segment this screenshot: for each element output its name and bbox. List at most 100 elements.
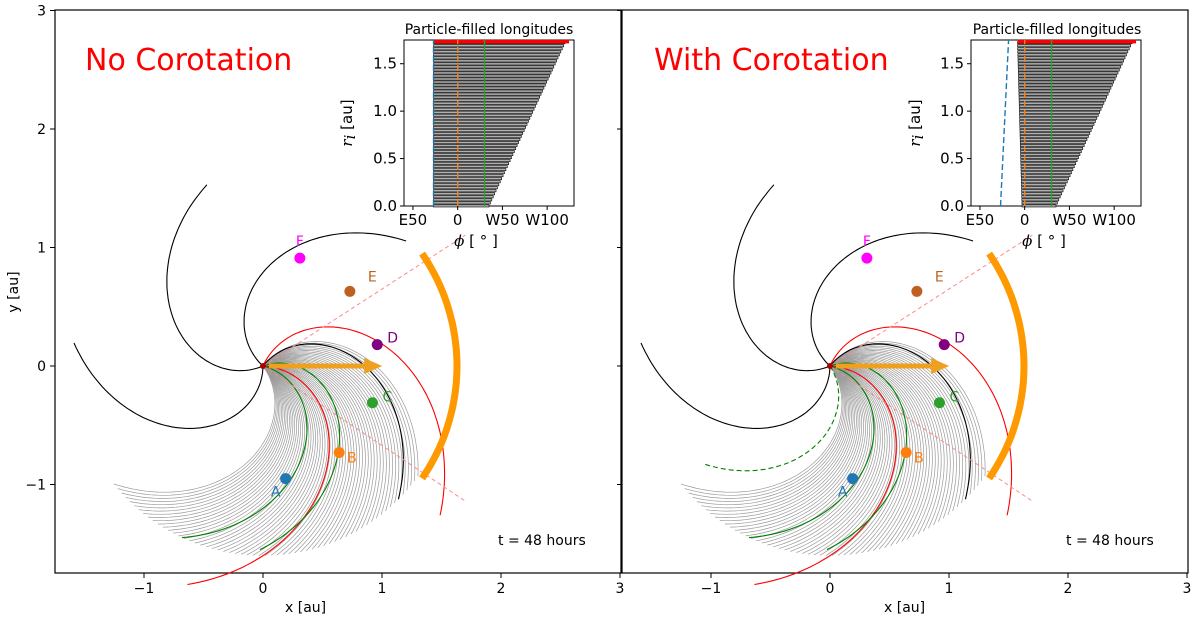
inset-longitude-row bbox=[1017, 50, 1129, 54]
green-dashed-field-line bbox=[702, 365, 840, 472]
grey-field-line bbox=[262, 351, 397, 508]
cone-edge-line bbox=[829, 234, 1033, 367]
inset-longitude-row bbox=[433, 86, 545, 90]
observer-point-d bbox=[938, 339, 950, 351]
black-field-line bbox=[166, 184, 264, 372]
grey-field-line bbox=[734, 365, 861, 531]
inset-y-tick-label: 0.5 bbox=[940, 150, 964, 168]
inset-longitude-marker bbox=[999, 39, 1010, 207]
inset-x-tick-label: W100 bbox=[1092, 211, 1135, 229]
inset-longitude-row bbox=[1019, 125, 1093, 129]
inset-longitude-row bbox=[433, 56, 559, 60]
cone-edge-line bbox=[262, 234, 466, 367]
grey-field-line bbox=[829, 353, 957, 515]
cone-edge-line bbox=[829, 365, 1033, 502]
inset-longitude-row bbox=[433, 189, 497, 193]
inset-longitude-row bbox=[1019, 138, 1088, 141]
observer-point-d bbox=[371, 339, 383, 351]
grey-field-line bbox=[750, 365, 866, 539]
grey-field-line bbox=[262, 358, 378, 529]
observer-label-b: B bbox=[347, 451, 357, 467]
grey-field-line bbox=[680, 365, 843, 493]
left-inset-title: Particle-filled longitudes bbox=[405, 22, 574, 38]
inset-x-tick-label: E50 bbox=[966, 211, 995, 229]
grey-field-line bbox=[143, 365, 285, 515]
grey-field-line bbox=[796, 365, 883, 553]
inset-longitude-row bbox=[433, 150, 515, 153]
inset-longitude-row bbox=[433, 119, 529, 123]
grey-field-line bbox=[162, 365, 292, 528]
inset-longitude-row bbox=[1020, 171, 1072, 175]
grey-field-line bbox=[129, 365, 281, 506]
sun-marker bbox=[827, 363, 833, 369]
inset-longitude-row bbox=[1019, 119, 1096, 123]
left-field-lines bbox=[73, 184, 466, 586]
left-axis-ticks: −1 0 1 2 3 −1 0 1 2 3 bbox=[25, 4, 624, 598]
inset-x-tick-label: W50 bbox=[485, 211, 519, 229]
inset-longitude-row bbox=[1019, 107, 1102, 111]
inset-longitude-row bbox=[1019, 131, 1091, 135]
inset-longitude-row bbox=[1018, 95, 1108, 99]
inset-longitude-row bbox=[1020, 165, 1075, 169]
observer-label-c: C bbox=[949, 390, 959, 406]
grey-field-line bbox=[829, 355, 954, 519]
left-inset-markers bbox=[432, 40, 486, 206]
inset-top-red-row bbox=[1017, 39, 1137, 44]
observer-point-e bbox=[344, 285, 356, 297]
inset-longitude-row bbox=[1018, 71, 1119, 75]
black-field-line bbox=[810, 232, 974, 367]
grey-field-line bbox=[252, 365, 326, 556]
inset-longitude-row bbox=[433, 47, 563, 51]
grey-field-line bbox=[684, 365, 844, 496]
inset-longitude-row bbox=[433, 77, 549, 81]
grey-field-line bbox=[829, 359, 942, 532]
grey-field-line bbox=[258, 365, 328, 556]
cone-edge-line bbox=[262, 365, 466, 502]
inset-longitude-row bbox=[1018, 77, 1116, 81]
inset-longitude-row bbox=[1017, 65, 1122, 69]
inset-longitude-row bbox=[1017, 62, 1123, 66]
x-tick-label: 2 bbox=[497, 581, 506, 597]
grey-field-line bbox=[829, 365, 900, 556]
grey-field-line bbox=[830, 365, 903, 556]
inset-y-tick-label: 1.0 bbox=[940, 102, 964, 120]
inset-longitude-row bbox=[1019, 141, 1086, 144]
inset-x-tick-label: 0 bbox=[1020, 211, 1030, 229]
right-inset-y-label-symbol: r bbox=[906, 139, 924, 147]
inset-longitude-row bbox=[433, 204, 490, 208]
inset-longitude-row bbox=[433, 141, 519, 144]
x-tick-label: 0 bbox=[826, 581, 835, 597]
right-inset-y-label: ri [au] bbox=[906, 99, 927, 146]
grey-field-line bbox=[134, 365, 282, 509]
inset-longitude-row bbox=[433, 171, 505, 175]
inset-longitude-row bbox=[433, 71, 552, 75]
inset-longitude-row bbox=[1020, 174, 1071, 178]
grey-field-line bbox=[206, 365, 308, 548]
inset-longitude-row bbox=[1019, 122, 1095, 126]
inset-longitude-row bbox=[1020, 162, 1077, 166]
black-field-line bbox=[73, 342, 264, 429]
grey-field-line bbox=[719, 365, 856, 522]
left-inset-x-label-unit: [ ° ] bbox=[464, 232, 498, 250]
y-tick-label: −1 bbox=[25, 478, 46, 494]
y-tick-label: 2 bbox=[37, 122, 46, 138]
inset-longitude-row bbox=[433, 168, 507, 172]
inset-longitude-row bbox=[433, 135, 522, 138]
observer-label-d: D bbox=[954, 331, 965, 347]
grey-field-line bbox=[262, 355, 387, 519]
grey-field-line bbox=[121, 365, 278, 499]
x-tick-label: 2 bbox=[1064, 581, 1073, 597]
grey-field-line bbox=[761, 365, 870, 544]
inset-longitude-row bbox=[1017, 44, 1131, 48]
grey-field-line bbox=[262, 350, 400, 504]
inset-y-tick-label: 1.0 bbox=[373, 102, 397, 120]
inset-longitude-row bbox=[433, 198, 493, 202]
x-tick-label: 1 bbox=[378, 581, 387, 597]
left-inset-x-label: ϕ [ ° ] bbox=[454, 232, 498, 250]
grey-field-line bbox=[147, 365, 287, 518]
grey-field-line bbox=[152, 365, 289, 522]
right-inset-markers bbox=[999, 39, 1053, 207]
grey-field-line bbox=[829, 358, 945, 529]
right-time-label: t = 48 hours bbox=[1066, 533, 1154, 549]
inset-longitude-row bbox=[433, 159, 511, 162]
